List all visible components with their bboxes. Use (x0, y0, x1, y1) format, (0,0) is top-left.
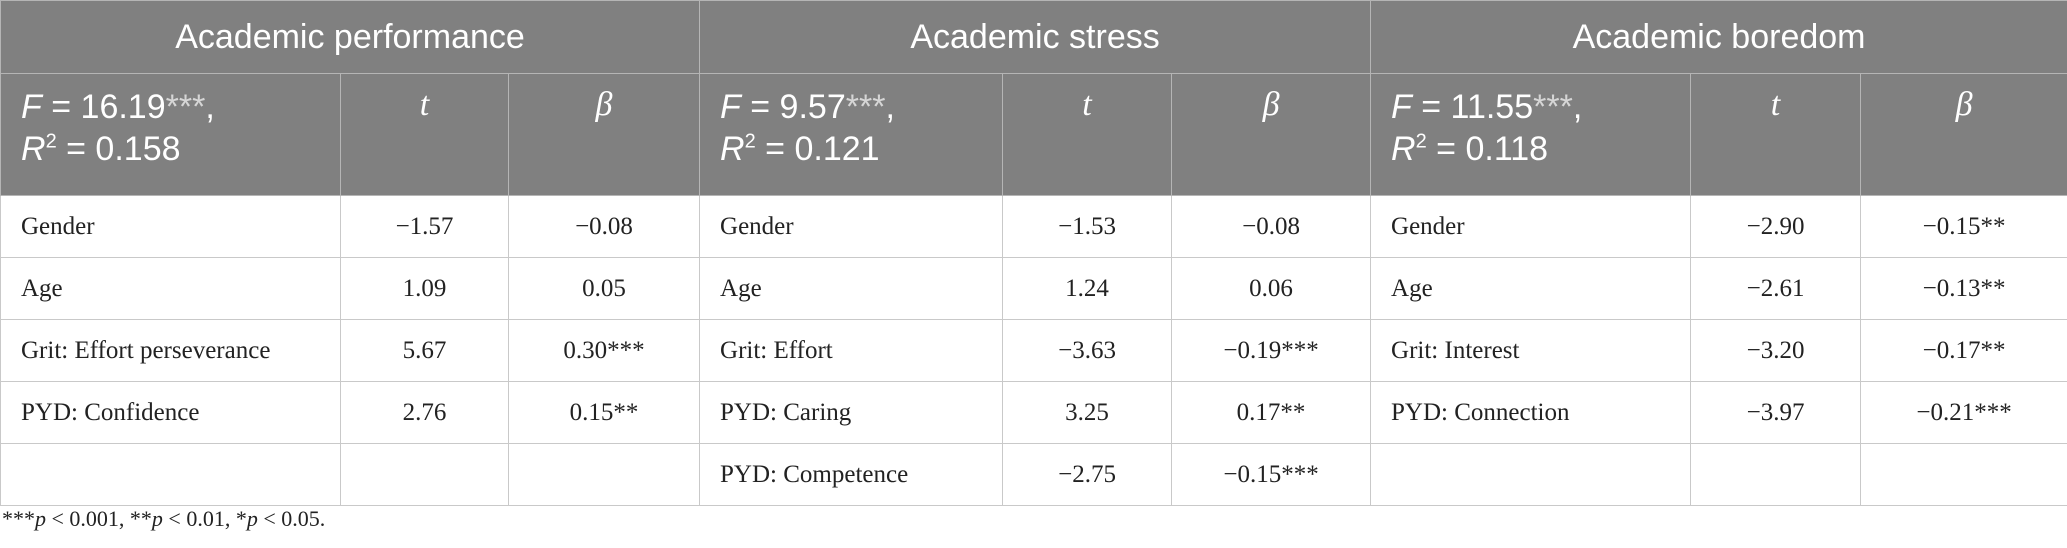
comma: , (885, 88, 895, 126)
f-value: = 9.57 (740, 88, 846, 126)
model-fit-stress: F = 9.57***, R2 = 0.121 (699, 73, 1004, 196)
beta-cell: −0.08 (507, 195, 701, 258)
predictor-cell (0, 443, 341, 506)
beta-header-performance: β (507, 73, 701, 196)
regression-table: Academic performance Academic stress Aca… (0, 0, 2067, 506)
predictor-cell: Grit: Effort perseverance (0, 319, 341, 382)
t-cell (340, 443, 509, 506)
comma: , (205, 88, 215, 126)
f-stars: *** (845, 88, 886, 126)
t-cell: −3.97 (1690, 381, 1862, 444)
beta-cell: −0.15*** (1171, 443, 1372, 506)
r-squared-value: = 0.158 (56, 130, 181, 168)
outcome-header-row: Academic performance Academic stress Aca… (0, 0, 2067, 74)
f-stars: *** (1533, 88, 1573, 126)
t-cell: −2.75 (1002, 443, 1173, 506)
t-cell: −1.53 (1002, 195, 1173, 258)
t-cell: −1.57 (340, 195, 509, 258)
t-header-boredom: t (1690, 73, 1862, 196)
r-superscript: 2 (1415, 130, 1427, 153)
model-fit-performance: F = 16.19***, R2 = 0.158 (0, 73, 341, 196)
predictor-cell: Gender (0, 195, 341, 258)
outcome-title-performance: Academic performance (0, 0, 701, 74)
t-cell: −2.90 (1690, 195, 1862, 258)
t-cell: −2.61 (1690, 257, 1862, 320)
beta-cell: 0.15** (507, 381, 701, 444)
footnote-p: p (246, 506, 258, 531)
predictor-cell: PYD: Caring (699, 381, 1004, 444)
t-cell: 1.24 (1002, 257, 1173, 320)
r-symbol: R (720, 130, 745, 168)
outcome-title-boredom: Academic boredom (1370, 0, 2067, 74)
beta-cell: −0.08 (1171, 195, 1372, 258)
t-cell: 3.25 (1002, 381, 1173, 444)
table-row: PYD: Competence −2.75 −0.15*** (0, 443, 2067, 506)
beta-cell: −0.13** (1860, 257, 2067, 320)
beta-cell: 0.06 (1171, 257, 1372, 320)
predictor-cell: PYD: Confidence (0, 381, 341, 444)
r-symbol: R (1391, 130, 1416, 168)
footnote-text: < 0.05. (257, 506, 326, 531)
f-symbol: F (21, 88, 42, 126)
f-stars: *** (165, 88, 206, 126)
t-cell: 2.76 (340, 381, 509, 444)
footnote-text: < 0.01, * (162, 506, 247, 531)
beta-cell: −0.19*** (1171, 319, 1372, 382)
f-value: = 11.55 (1411, 88, 1534, 126)
r-superscript: 2 (45, 130, 57, 153)
beta-cell: 0.05 (507, 257, 701, 320)
predictor-cell: Gender (699, 195, 1004, 258)
footnote-stars: *** (2, 506, 35, 531)
r-superscript: 2 (744, 130, 756, 153)
footnote-p: p (35, 506, 46, 531)
f-symbol: F (1391, 88, 1412, 126)
comma: , (1572, 88, 1583, 126)
predictor-cell: Age (0, 257, 341, 320)
predictor-cell: PYD: Competence (699, 443, 1004, 506)
predictor-cell (1370, 443, 1692, 506)
beta-cell (1860, 443, 2067, 506)
beta-header-boredom: β (1860, 73, 2067, 196)
r-symbol: R (21, 130, 46, 168)
footnote-text: < 0.001, ** (46, 506, 152, 531)
predictor-cell: Grit: Effort (699, 319, 1004, 382)
predictor-cell: PYD: Connection (1370, 381, 1692, 444)
beta-cell (507, 443, 701, 506)
t-cell: −3.63 (1002, 319, 1173, 382)
t-cell: 5.67 (340, 319, 509, 382)
model-fit-boredom: F = 11.55***, R2 = 0.118 (1370, 73, 1692, 196)
beta-cell: −0.15** (1860, 195, 2067, 258)
beta-cell: 0.17** (1171, 381, 1372, 444)
significance-footnote: ***p < 0.001, **p < 0.01, *p < 0.05. (2, 506, 325, 532)
t-header-performance: t (340, 73, 509, 196)
outcome-title-stress: Academic stress (699, 0, 1372, 74)
table-row: PYD: Confidence 2.76 0.15** PYD: Caring … (0, 381, 2067, 444)
table-row: Gender −1.57 −0.08 Gender −1.53 −0.08 Ge… (0, 195, 2067, 258)
t-cell: 1.09 (340, 257, 509, 320)
r-squared-value: = 0.121 (755, 130, 880, 168)
predictor-cell: Age (1370, 257, 1692, 320)
beta-cell: 0.30*** (507, 319, 701, 382)
f-value: = 16.19 (41, 88, 166, 126)
model-stats-row: F = 16.19***, R2 = 0.158 t β F = 9.57***… (0, 73, 2067, 196)
table-row: Grit: Effort perseverance 5.67 0.30*** G… (0, 319, 2067, 382)
table-row: Age 1.09 0.05 Age 1.24 0.06 Age −2.61 −0… (0, 257, 2067, 320)
t-cell: −3.20 (1690, 319, 1862, 382)
f-symbol: F (720, 88, 741, 126)
predictor-cell: Grit: Interest (1370, 319, 1692, 382)
t-header-stress: t (1002, 73, 1173, 196)
footnote-p: p (151, 506, 163, 531)
beta-cell: −0.21*** (1860, 381, 2067, 444)
r-squared-value: = 0.118 (1426, 130, 1549, 168)
beta-header-stress: β (1171, 73, 1372, 196)
predictor-cell: Age (699, 257, 1004, 320)
beta-cell: −0.17** (1860, 319, 2067, 382)
t-cell (1690, 443, 1862, 506)
predictor-cell: Gender (1370, 195, 1692, 258)
